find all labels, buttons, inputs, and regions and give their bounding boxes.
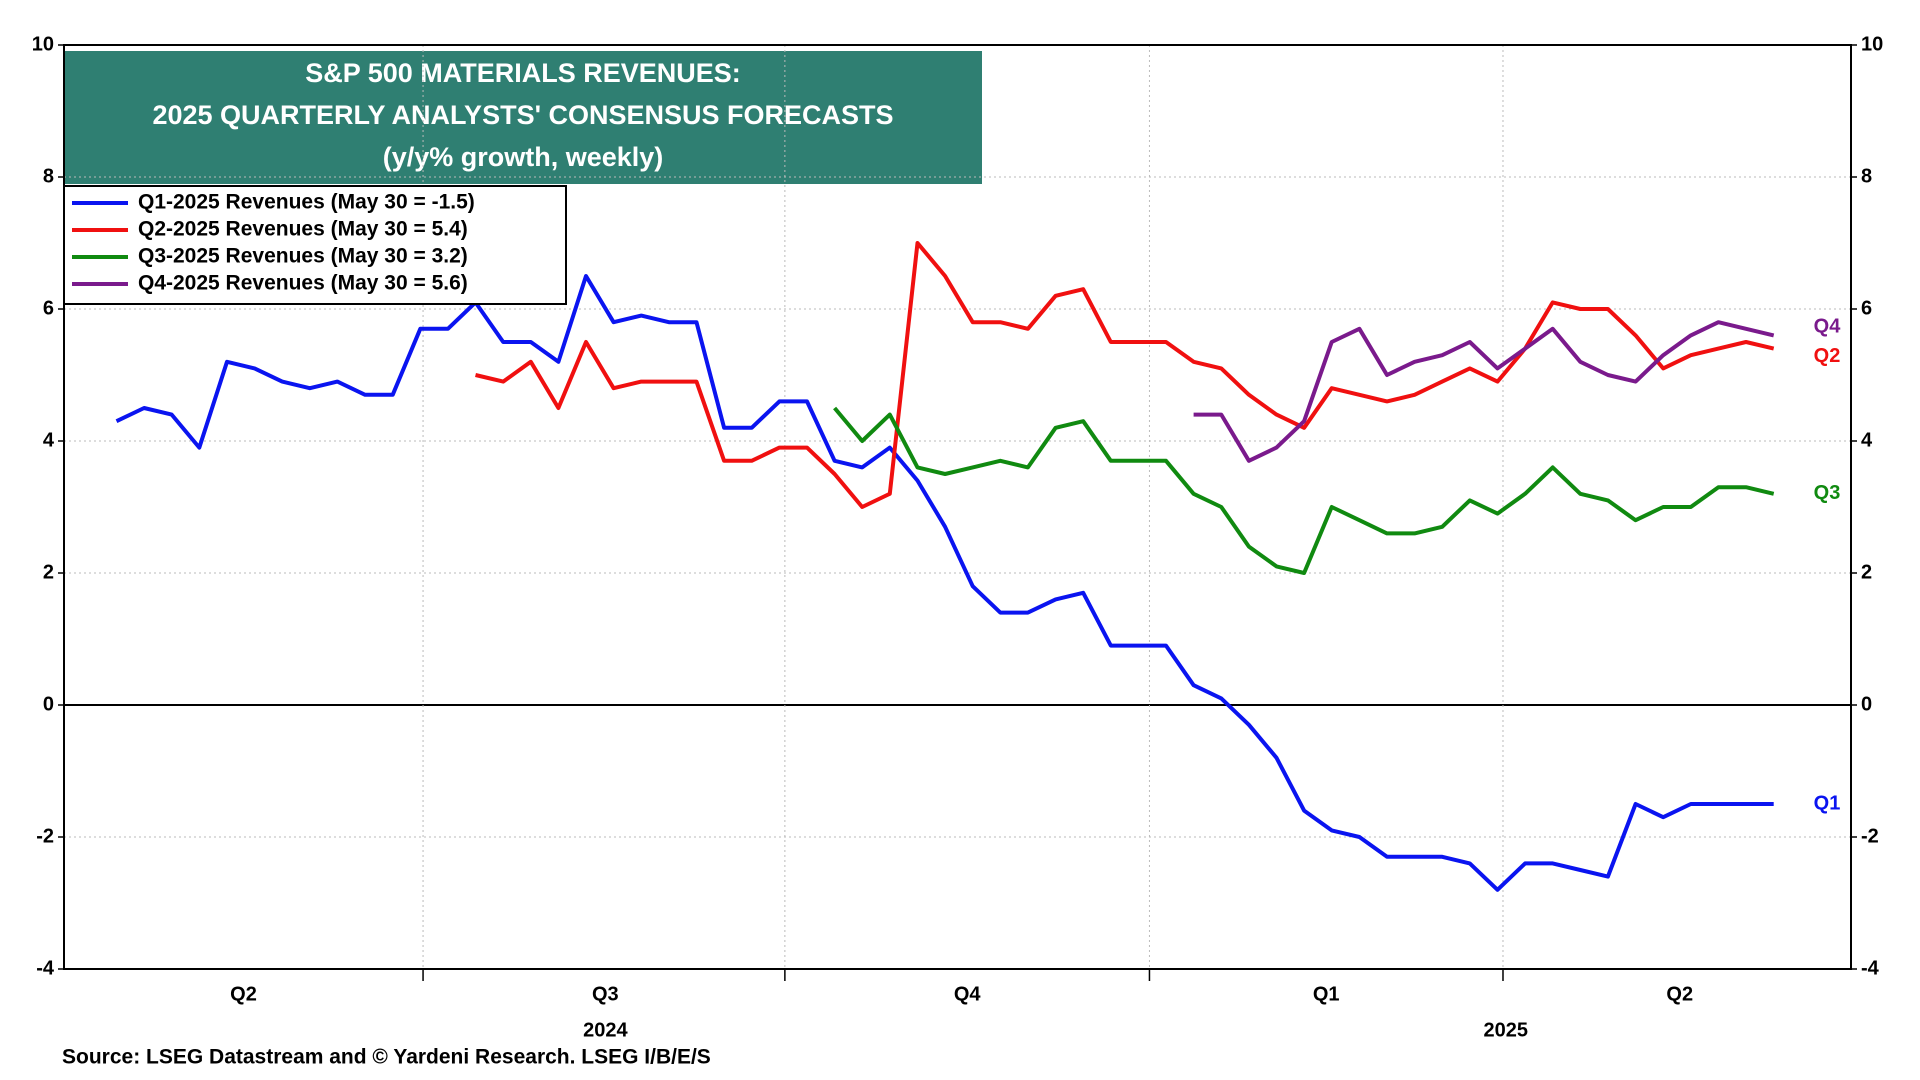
chart-title: 2025 QUARTERLY ANALYSTS' CONSENSUS FOREC… xyxy=(152,100,893,130)
series-line xyxy=(833,406,1775,575)
series-line xyxy=(1193,320,1775,463)
y-tick-label: 10 xyxy=(32,33,54,55)
year-label: 2024 xyxy=(583,1019,628,1041)
y-tick-label: 4 xyxy=(43,429,55,451)
y2-tick-label: 0 xyxy=(1861,693,1872,715)
legend-label: Q4-2025 Revenues (May 30 = 5.6) xyxy=(138,272,468,295)
y-tick-label: 2 xyxy=(43,561,54,583)
chart-title: S&P 500 MATERIALS REVENUES: xyxy=(305,58,741,88)
x-tick-label: Q4 xyxy=(954,983,982,1005)
y-tick-label: -2 xyxy=(36,825,54,847)
legend-label: Q3-2025 Revenues (May 30 = 3.2) xyxy=(138,245,468,268)
title-box xyxy=(64,51,982,184)
y2-tick-label: 6 xyxy=(1861,297,1872,319)
y-tick-label: 0 xyxy=(43,693,54,715)
y2-tick-label: -2 xyxy=(1861,825,1879,847)
y-tick-label: -4 xyxy=(36,957,55,979)
series-end-label: Q4 xyxy=(1814,316,1842,338)
legend-box xyxy=(63,185,567,305)
y2-tick-label: -4 xyxy=(1861,957,1880,979)
series-end-label: Q1 xyxy=(1814,792,1841,814)
legend-label: Q1-2025 Revenues (May 30 = -1.5) xyxy=(138,191,475,214)
x-tick-label: Q3 xyxy=(592,983,619,1005)
series-line xyxy=(115,274,1774,892)
y-tick-label: 8 xyxy=(43,165,54,187)
series-line xyxy=(475,241,1775,509)
series-end-label: Q3 xyxy=(1814,482,1841,504)
source-note: Source: LSEG Datastream and © Yardeni Re… xyxy=(62,1046,711,1069)
x-tick-label: Q1 xyxy=(1313,983,1340,1005)
y2-tick-label: 2 xyxy=(1861,561,1872,583)
y-tick-label: 6 xyxy=(43,297,54,319)
x-tick-label: Q2 xyxy=(230,983,257,1005)
y2-tick-label: 8 xyxy=(1861,165,1872,187)
x-tick-label: Q2 xyxy=(1666,983,1693,1005)
series-end-label: Q2 xyxy=(1814,345,1841,367)
y2-tick-label: 10 xyxy=(1861,33,1883,55)
y2-tick-label: 4 xyxy=(1861,429,1873,451)
year-label: 2025 xyxy=(1484,1019,1529,1041)
plot-frame xyxy=(63,44,1852,970)
legend-label: Q2-2025 Revenues (May 30 = 5.4) xyxy=(138,218,468,241)
chart-subtitle: (y/y% growth, weekly) xyxy=(383,142,664,172)
